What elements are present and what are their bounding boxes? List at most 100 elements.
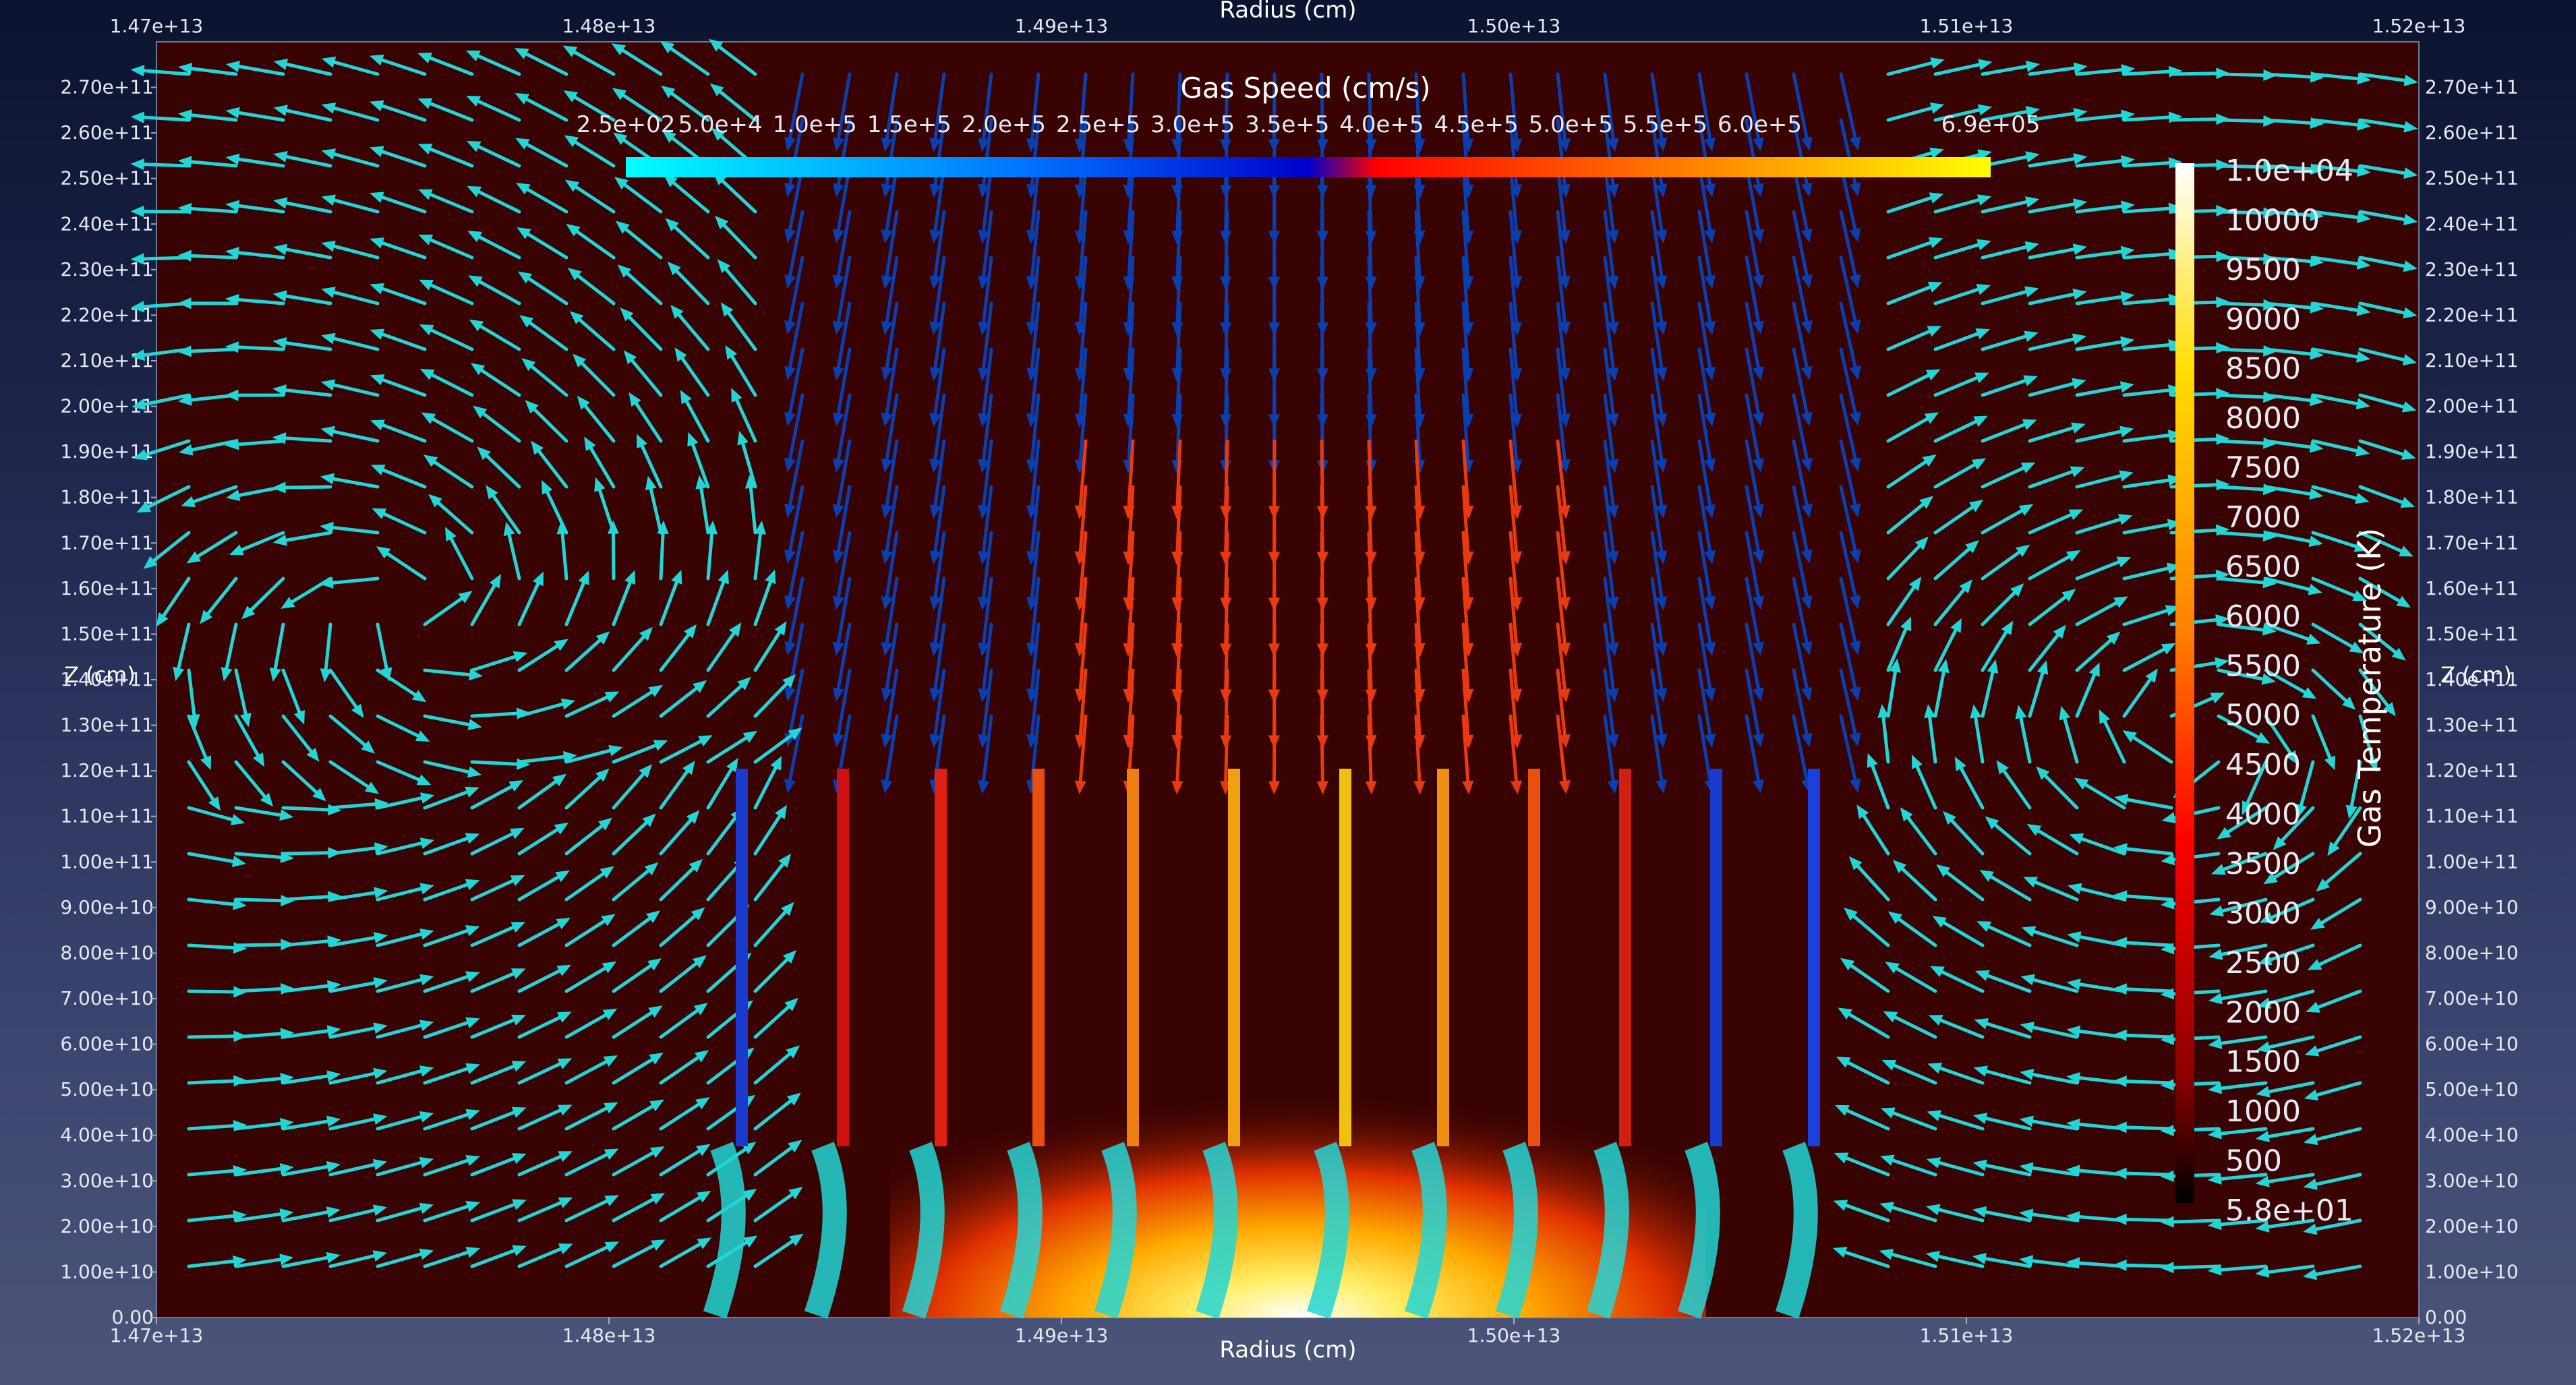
velocity-arrow [2256, 989, 2315, 1009]
velocity-arrow [1933, 372, 1989, 397]
velocity-arrow [187, 760, 221, 811]
velocity-arrow [1911, 755, 1937, 810]
velocity-arrow [564, 691, 620, 718]
velocity-arrow [1792, 439, 1813, 519]
velocity-arrow [562, 45, 616, 76]
velocity-arrow [594, 477, 616, 535]
velocity-arrow [1925, 1250, 1985, 1268]
velocity-arrow [929, 210, 946, 290]
y-tick-left: 2.40e+11 [60, 212, 154, 235]
velocity-arrow [881, 485, 899, 564]
velocity-arrow [564, 1102, 618, 1131]
velocity-arrow [720, 302, 757, 351]
velocity-arrow [320, 521, 380, 535]
velocity-arrow [577, 395, 616, 443]
velocity-arrow [1933, 415, 1988, 443]
velocity-arrow [320, 425, 380, 443]
velocity-arrow [737, 430, 757, 489]
velocity-arrow [517, 227, 568, 260]
velocity-arrow [832, 118, 852, 198]
velocity-arrow [978, 393, 993, 473]
velocity-arrow [417, 53, 474, 76]
velocity-arrow [1839, 72, 1861, 151]
velocity-arrow [2113, 890, 2173, 902]
velocity-arrow [612, 862, 659, 902]
velocity-arrow [376, 760, 432, 786]
velocity-arrow [2256, 1081, 2315, 1098]
velocity-arrow [328, 977, 388, 993]
velocity-arrow [706, 758, 738, 810]
velocity-arrow [2358, 439, 2416, 461]
velocity-arrow [1970, 704, 1985, 764]
velocity-arrow [1650, 622, 1668, 703]
velocity-arrow [370, 191, 427, 214]
y-tick-left: 1.00e+11 [60, 850, 154, 873]
velocity-arrow [2028, 243, 2087, 260]
velocity-arrow [1603, 668, 1619, 748]
velocity-arrow [370, 237, 427, 260]
y-tick-left: 1.60e+11 [60, 577, 154, 599]
velocity-arrow [2075, 470, 2134, 489]
velocity-arrow [517, 750, 577, 764]
velocity-arrow [2264, 485, 2324, 500]
speed-colorbar-labels: 2.5e+02 5.0e+4 1.0e+5 1.5e+5 2.0e+5 2.5e+5 3.0… [577, 111, 2041, 138]
velocity-arrow [784, 256, 804, 335]
velocity-arrow [564, 1008, 618, 1039]
velocity-arrow [2311, 164, 2371, 177]
velocity-arrow [1972, 1206, 2032, 1222]
y-tick-right: 1.30e+11 [2425, 714, 2519, 736]
velocity-arrow [1745, 714, 1764, 794]
velocity-arrow [1556, 485, 1571, 565]
velocity-arrow [1556, 72, 1571, 152]
velocity-arrow [566, 224, 616, 260]
velocity-arrow [369, 54, 427, 76]
velocity-arrow [1892, 860, 1937, 902]
velocity-arrow [753, 727, 802, 764]
velocity-arrow [2069, 833, 2126, 856]
velocity-arrow [1268, 714, 1281, 795]
velocity-arrow [376, 1020, 434, 1039]
velocity-arrow [1932, 916, 1985, 947]
velocity-arrow [832, 256, 852, 335]
velocity-arrow [784, 347, 804, 427]
velocity-arrow [517, 918, 571, 947]
velocity-arrow [1839, 256, 1861, 334]
velocity-arrow [1603, 531, 1619, 611]
velocity-arrow [470, 780, 524, 810]
velocity-arrow [281, 1206, 341, 1222]
velocity-arrow [2358, 622, 2406, 661]
velocity-arrow [1933, 239, 1991, 260]
x-tick-bottom: 1.50e+13 [1467, 1324, 1561, 1347]
y-ticks-right: 0.00 1.00e+10 2.00e+10 3.00e+10 4.00e+10 5.00… [2425, 76, 2519, 1328]
velocity-arrow [612, 1146, 665, 1177]
velocity-arrow [612, 88, 663, 122]
x-tick-top: 1.52e+13 [2372, 15, 2466, 37]
velocity-arrow [1886, 658, 1901, 718]
velocity-arrow [2207, 1173, 2268, 1185]
velocity-arrow [423, 1017, 480, 1039]
velocity-arrow [281, 1160, 341, 1177]
velocity-arrow [1933, 539, 1979, 581]
velocity-arrow [2028, 333, 2087, 351]
velocity-arrow [1839, 347, 1861, 426]
y-tick-right: 2.30e+11 [2425, 258, 2519, 281]
velocity-arrow [2264, 668, 2317, 699]
velocity-arrow [1886, 577, 1922, 626]
velocity-arrow [2075, 245, 2135, 260]
velocity-arrow [470, 651, 528, 672]
velocity-arrow [2122, 730, 2173, 764]
velocity-arrow [1928, 1015, 1985, 1039]
velocity-arrow [2273, 806, 2315, 850]
y-tick-left: 5.00e+10 [60, 1078, 154, 1100]
velocity-arrow [531, 440, 568, 489]
velocity-arrow [2264, 577, 2322, 595]
speed-colorbar-label: 2.5e+02 [577, 111, 676, 138]
velocity-arrow [2358, 72, 2418, 86]
velocity-arrow [514, 48, 568, 76]
velocity-arrow [419, 279, 474, 305]
velocity-arrow [564, 570, 589, 626]
velocity-arrow [659, 810, 700, 856]
velocity-arrow [2208, 989, 2268, 1005]
x-tick-bottom: 1.52e+13 [2372, 1324, 2466, 1347]
velocity-arrow [2075, 662, 2100, 718]
